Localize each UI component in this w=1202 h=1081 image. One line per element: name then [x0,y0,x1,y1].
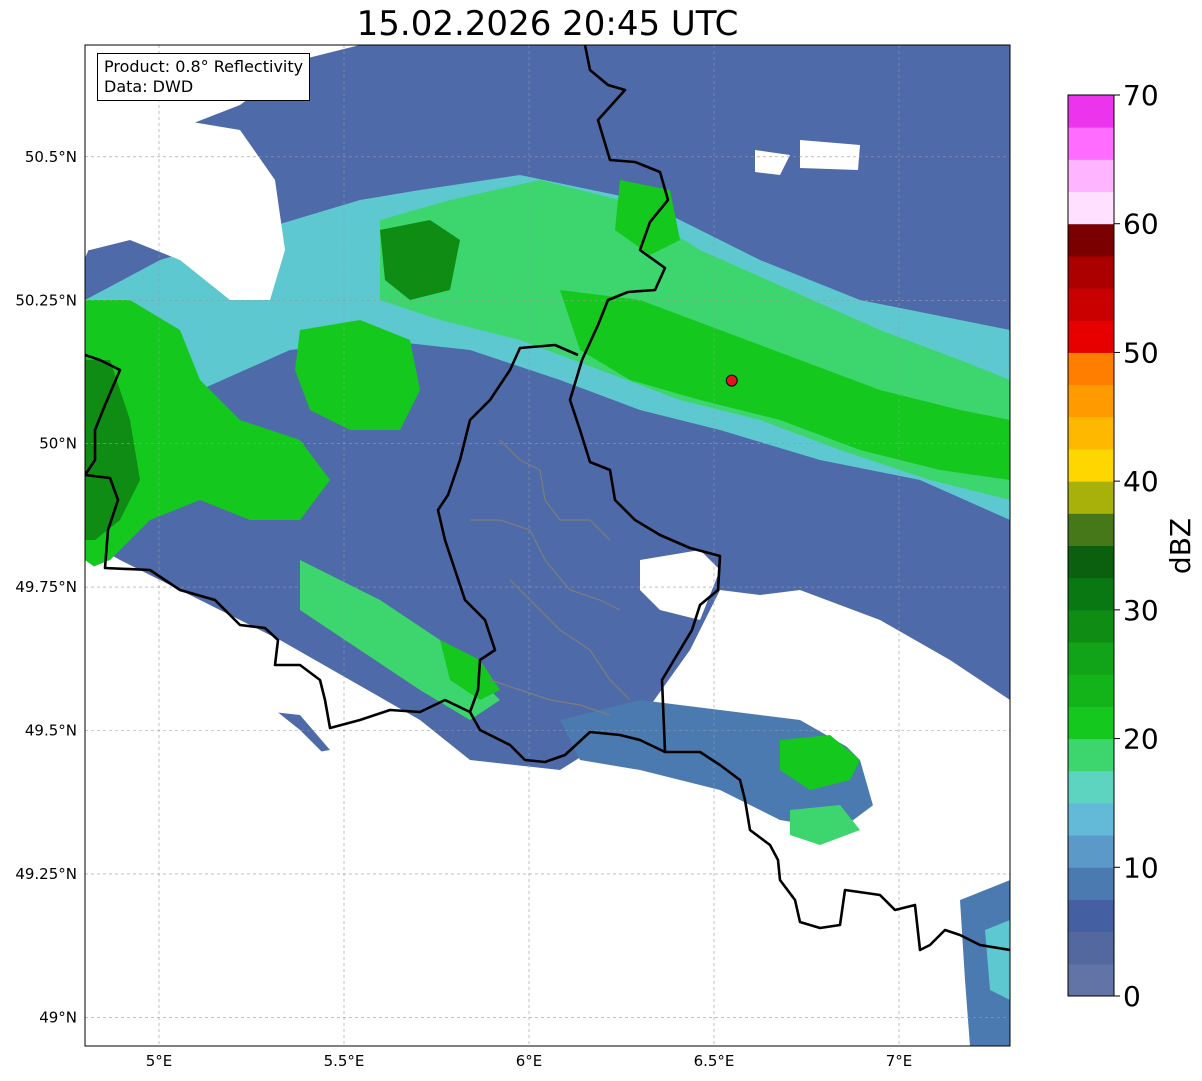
echo-southeast-green-2 [790,805,860,845]
latitude-ticks: 50.5°N 50.25°N 50°N 49.75°N 49.5°N 49.25°N 49°… [15,148,77,1026]
echo-east-edge-teal [985,920,1010,1000]
lat-tick-label: 50.25°N [15,291,77,309]
lat-tick-label: 50.5°N [25,148,77,166]
data-source-label: Data: DWD [104,77,194,96]
echo-gap-south-center [640,550,720,620]
echo-gap-south-west [85,560,560,1046]
reflectivity-echo-layer [85,45,1010,1046]
lon-tick-label: 6°E [516,1052,543,1070]
country-borders [85,45,1010,952]
echo-gap-south-east [720,590,1010,900]
echo-southeast-green [780,735,860,790]
map-title: 15.02.2026 20:45 UTC [356,4,739,44]
product-info-box: Product: 0.8° Reflectivity Data: DWD [97,53,311,101]
border-belgium-germany [568,45,722,753]
echo-green-strong [560,290,1010,480]
radar-site-marker[interactable] [725,374,738,387]
echo-darkgreen-north [380,220,460,300]
longitude-ticks: 5°E 5.5°E 6°E 6.5°E 7°E [146,1052,913,1070]
lat-tick-label: 50°N [39,435,77,453]
lat-tick-label: 49°N [39,1008,77,1026]
echo-darkgreen-west [85,360,140,540]
echo-gap-ne-2 [800,140,860,170]
echo-gap-nw [85,120,285,300]
lon-tick-label: 5°E [146,1052,173,1070]
map-frame [84,44,1011,1047]
border-west-belgium [85,353,122,476]
border-belgium-luxembourg-france [85,473,1010,952]
border-belgium-luxembourg [436,343,579,713]
lat-tick-label: 49.5°N [25,721,77,739]
echo-gap-ne [755,150,790,175]
lon-tick-label: 6.5°E [694,1052,735,1070]
map-plot-area [85,45,1010,1046]
echo-green-blob-1 [615,180,680,255]
lon-tick-label: 5.5°E [324,1052,365,1070]
map-gridlines [85,45,1010,1046]
lat-tick-label: 49.75°N [15,578,77,596]
luxembourg-canton-borders [470,439,631,716]
lat-tick-label: 49.25°N [15,865,77,883]
echo-green-center [295,320,420,430]
echo-green-south-strong [440,640,500,700]
product-label: Product: 0.8° Reflectivity [104,57,304,76]
echo-green-west [85,300,330,570]
lon-tick-label: 7°E [886,1052,913,1070]
echo-east-edge [960,880,1010,1046]
